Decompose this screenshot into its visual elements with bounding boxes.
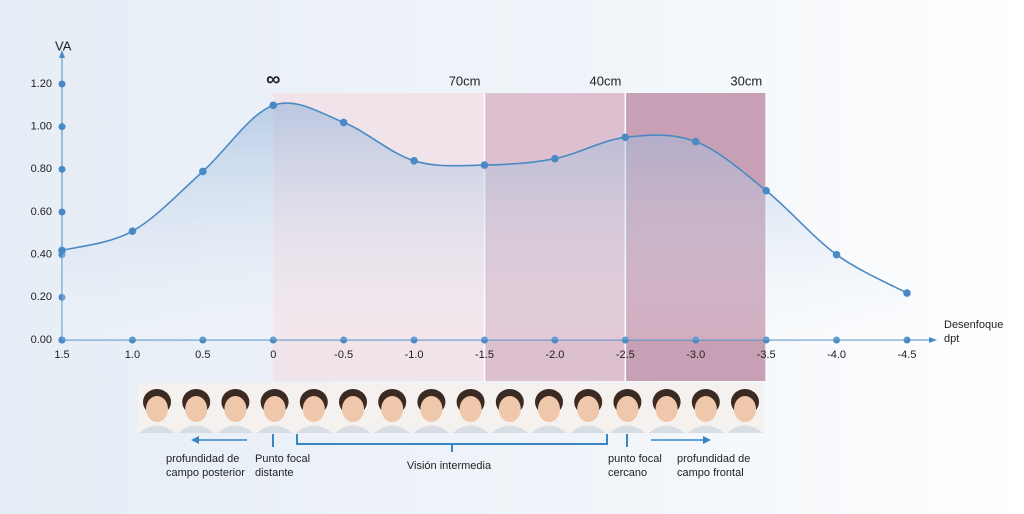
annotation: distante — [255, 467, 294, 479]
x-tick-label: 0.5 — [195, 349, 210, 361]
y-tick-label: 0.80 — [31, 163, 52, 175]
face — [498, 396, 521, 422]
point — [621, 133, 630, 142]
distance-label: ∞ — [266, 68, 280, 90]
x-tick-label: -3.0 — [686, 349, 705, 361]
shirt — [217, 425, 254, 433]
shirt — [609, 425, 646, 433]
annotation: campo frontal — [677, 467, 744, 479]
arrow-head — [703, 436, 711, 444]
shirt — [648, 425, 685, 433]
x-tick-label: -3.5 — [757, 349, 776, 361]
y-tick-label: 0.60 — [31, 206, 52, 218]
shirt — [374, 425, 411, 433]
shirt — [452, 425, 489, 433]
face — [577, 396, 600, 422]
x-tick-label: -2.5 — [616, 349, 635, 361]
shirt — [570, 425, 607, 433]
shirt — [687, 425, 724, 433]
y-tick-label: 0.20 — [31, 291, 52, 303]
point — [269, 101, 278, 110]
annotation: profundidad de — [166, 453, 239, 465]
point — [762, 186, 770, 195]
y-axis-title: VA — [55, 38, 72, 53]
annotation: Punto focal — [255, 453, 310, 465]
face — [381, 396, 404, 422]
distance-label: 70cm — [449, 73, 481, 88]
distance-label: 30cm — [730, 73, 762, 88]
face — [185, 396, 208, 422]
annotation: profundidad de — [677, 453, 750, 465]
point — [903, 289, 911, 297]
y-tick — [58, 165, 66, 173]
x-tick-label: -4.0 — [827, 349, 846, 361]
face — [263, 396, 286, 422]
face — [538, 396, 560, 422]
x-axis-title: Desenfoque — [944, 319, 1003, 331]
x-tick-label: 1.0 — [125, 349, 140, 361]
point — [551, 154, 559, 163]
point — [480, 161, 489, 169]
x-tick-label: -1.5 — [475, 349, 494, 361]
point — [410, 157, 418, 165]
face — [616, 396, 639, 422]
shirt — [139, 425, 175, 433]
shirt — [413, 425, 450, 433]
annotation: Visión intermedia — [407, 460, 492, 472]
point — [339, 118, 348, 127]
x-axis-arrow — [929, 337, 937, 343]
x-tick-label: -2.0 — [545, 349, 564, 361]
distance-label: 40cm — [590, 73, 622, 88]
x-tick-label: 1.5 — [54, 349, 69, 361]
face — [224, 396, 247, 422]
arrow-head — [191, 436, 199, 444]
point — [199, 167, 207, 176]
y-tick — [58, 123, 66, 131]
face — [694, 396, 717, 422]
shirt — [727, 425, 763, 433]
y-tick — [58, 80, 66, 88]
x-axis-title: dpt — [944, 333, 959, 345]
face — [342, 396, 364, 422]
face — [302, 396, 325, 422]
face — [420, 396, 443, 422]
y-tick-label: 0.40 — [31, 249, 52, 261]
point — [691, 137, 700, 146]
x-tick-label: 0 — [270, 349, 276, 361]
shirt — [295, 425, 332, 433]
point — [58, 246, 66, 255]
y-axis-arrow — [59, 50, 65, 58]
x-tick-label: -0.5 — [334, 349, 353, 361]
y-tick-label: 0.00 — [31, 334, 52, 346]
shirt — [256, 425, 293, 433]
bracket — [296, 434, 608, 452]
point — [128, 227, 137, 235]
y-tick — [58, 208, 66, 216]
annotation: punto focal — [608, 453, 662, 465]
shirt — [531, 425, 567, 433]
face — [655, 396, 678, 422]
x-tick-label: -1.0 — [405, 349, 424, 361]
annotation: campo posterior — [166, 467, 245, 479]
face — [146, 396, 168, 422]
area — [62, 103, 907, 340]
annotation: cercano — [608, 467, 647, 479]
face — [459, 396, 482, 422]
point — [832, 250, 841, 259]
shirt — [335, 425, 371, 433]
y-tick-label: 1.20 — [31, 78, 52, 90]
shirt — [491, 425, 528, 433]
y-tick-label: 1.00 — [31, 121, 52, 133]
shirt — [178, 425, 215, 433]
face — [734, 396, 756, 422]
x-tick-label: -4.5 — [898, 349, 917, 361]
